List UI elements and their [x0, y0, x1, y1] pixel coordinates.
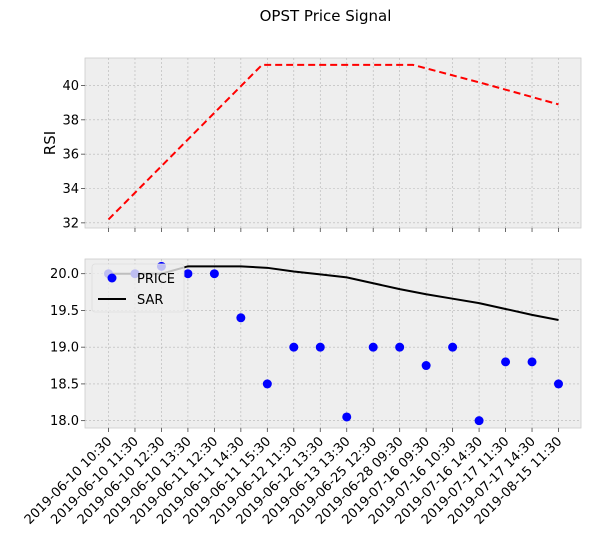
- chart-title: OPST Price Signal: [259, 7, 392, 25]
- price-point: [554, 379, 563, 389]
- price-point: [209, 269, 219, 279]
- price-ytick-label: 18.5: [50, 377, 79, 392]
- price-point: [527, 357, 537, 367]
- legend-price-marker: [107, 273, 117, 283]
- price-point: [395, 342, 405, 352]
- price-point: [421, 361, 431, 371]
- price-ytick-label: 18.0: [50, 414, 79, 429]
- rsi-ytick-label: 34: [62, 182, 79, 197]
- rsi-line: [107, 63, 559, 221]
- rsi-ylabel: RSI: [41, 131, 59, 155]
- rsi-ytick-label: 36: [62, 148, 79, 163]
- price-point: [289, 342, 299, 352]
- rsi-ytick-label: 40: [62, 79, 79, 94]
- price-point: [501, 357, 511, 367]
- legend-price-label: PRICE: [137, 272, 175, 287]
- price-ytick-label: 20.0: [50, 267, 79, 282]
- rsi-plot-area: [84, 57, 582, 229]
- price-point: [183, 269, 193, 279]
- price-ytick-label: 19.5: [50, 304, 79, 319]
- legend-sar-label: SAR: [137, 293, 163, 308]
- price-point: [236, 313, 246, 323]
- rsi-ytick-label: 32: [62, 216, 79, 231]
- price-point: [315, 342, 325, 352]
- price-point: [262, 379, 272, 389]
- price-point: [368, 342, 378, 352]
- price-ytick-label: 19.0: [50, 341, 79, 356]
- rsi-ytick-label: 38: [62, 113, 79, 128]
- price-point: [342, 412, 352, 422]
- price-point: [474, 416, 484, 426]
- price-point: [448, 342, 458, 352]
